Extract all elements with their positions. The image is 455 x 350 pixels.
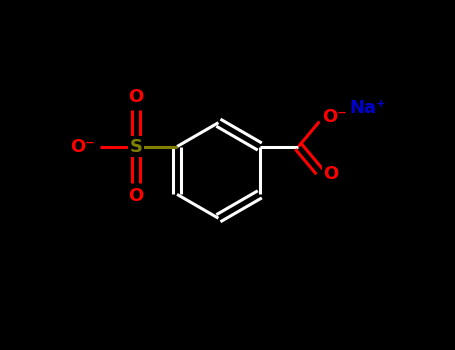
Text: O: O [323, 165, 339, 183]
Text: O⁻: O⁻ [322, 108, 347, 126]
Text: O: O [128, 89, 144, 106]
Text: S: S [130, 138, 142, 155]
Text: O⁻: O⁻ [70, 138, 95, 155]
Text: O: O [128, 187, 144, 205]
Text: Na⁺: Na⁺ [349, 99, 385, 117]
